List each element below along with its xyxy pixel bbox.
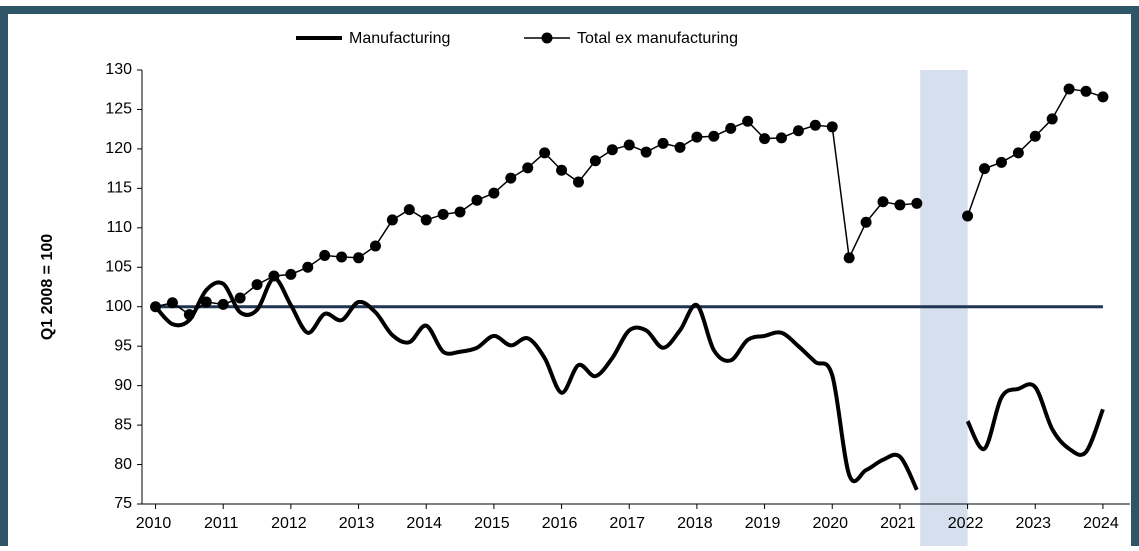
series-marker <box>809 119 821 131</box>
series-marker <box>403 204 415 216</box>
x-tick-label: 2015 <box>474 515 510 532</box>
series-marker <box>488 187 500 199</box>
series-marker <box>217 298 229 310</box>
x-tick-label: 2014 <box>406 515 442 532</box>
series-marker <box>471 194 483 206</box>
y-tick-label: 110 <box>106 219 132 236</box>
series-marker <box>674 141 686 153</box>
series-marker <box>200 296 212 308</box>
series-marker <box>420 214 432 226</box>
series-marker <box>725 122 737 134</box>
series-marker <box>826 121 838 133</box>
series-marker <box>302 261 314 273</box>
series-marker <box>995 156 1007 168</box>
series-marker <box>150 301 162 313</box>
y-axis-label: Q1 2008 = 100 <box>39 234 56 340</box>
series-marker <box>894 199 906 211</box>
series-marker <box>369 240 381 252</box>
x-tick-label: 2024 <box>1083 515 1119 532</box>
series-marker <box>268 270 280 282</box>
y-tick-label: 80 <box>114 456 132 473</box>
series-marker <box>860 216 872 228</box>
y-tick-label: 95 <box>114 337 132 354</box>
series-marker <box>1080 85 1092 97</box>
series-marker <box>556 164 568 176</box>
series-marker <box>572 176 584 188</box>
x-tick-label: 2019 <box>745 515 781 532</box>
x-tick-label: 2013 <box>339 515 375 532</box>
x-tick-label: 2011 <box>204 515 239 532</box>
series-marker <box>386 214 398 226</box>
y-tick-label: 115 <box>106 180 132 197</box>
series-marker <box>234 292 246 304</box>
y-tick-label: 85 <box>114 416 132 433</box>
series-marker <box>522 162 534 174</box>
series-marker <box>1012 147 1024 159</box>
series-marker <box>606 144 618 156</box>
series-marker <box>759 133 771 145</box>
series-marker <box>1046 113 1058 125</box>
series-marker <box>708 130 720 142</box>
y-tick-label: 105 <box>105 258 132 275</box>
series-marker <box>437 208 449 220</box>
x-tick-label: 2018 <box>677 515 713 532</box>
legend-label: Manufacturing <box>349 30 450 47</box>
series-marker <box>962 210 974 222</box>
series-marker <box>623 139 635 151</box>
series-marker <box>166 297 178 309</box>
y-tick-label: 100 <box>105 298 132 315</box>
series-line <box>154 276 1105 491</box>
series-marker <box>911 197 923 209</box>
series-marker <box>742 115 754 127</box>
y-tick-label: 120 <box>105 140 132 157</box>
x-tick-label: 2022 <box>948 515 984 532</box>
y-tick-label: 75 <box>114 495 132 512</box>
series-marker <box>285 268 297 280</box>
y-tick-label: 130 <box>105 61 132 78</box>
series-marker <box>979 163 991 175</box>
legend-label: Total ex manufacturing <box>577 30 738 47</box>
y-tick-label: 125 <box>105 101 132 118</box>
series-marker <box>336 251 348 263</box>
series-marker <box>843 252 855 264</box>
series-marker <box>319 249 331 261</box>
series-marker <box>691 131 703 143</box>
series-marker <box>1063 83 1075 95</box>
x-tick-label: 2020 <box>812 515 848 532</box>
x-tick-label: 2010 <box>136 515 172 532</box>
series-marker <box>505 172 517 184</box>
x-tick-label: 2012 <box>271 515 307 532</box>
x-tick-label: 2021 <box>880 515 916 532</box>
x-tick-label: 2016 <box>542 515 578 532</box>
series-marker <box>454 206 466 218</box>
x-tick-label: 2017 <box>609 515 645 532</box>
series-marker <box>183 309 195 321</box>
y-tick-label: 90 <box>114 377 132 394</box>
x-tick-label: 2023 <box>1015 515 1051 532</box>
series-marker <box>657 137 669 149</box>
series-marker <box>640 146 652 158</box>
series-marker <box>353 252 365 264</box>
series-marker <box>589 155 601 167</box>
series-marker <box>775 132 787 144</box>
series-marker <box>251 279 263 291</box>
series-marker <box>1097 91 1109 103</box>
series-marker <box>539 147 551 159</box>
series-marker <box>877 196 889 208</box>
legend-marker <box>541 32 553 44</box>
series-marker <box>1029 130 1041 142</box>
series-marker <box>792 125 804 137</box>
